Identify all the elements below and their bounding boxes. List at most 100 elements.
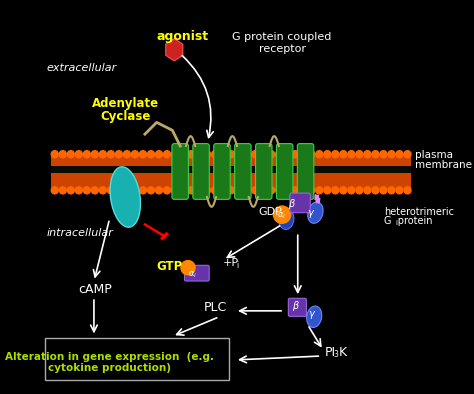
Circle shape	[364, 187, 371, 194]
Text: i: i	[395, 220, 397, 226]
Circle shape	[172, 187, 179, 194]
Circle shape	[180, 151, 187, 158]
Circle shape	[83, 151, 91, 158]
Circle shape	[316, 151, 323, 158]
Circle shape	[284, 151, 291, 158]
Polygon shape	[166, 39, 183, 61]
Circle shape	[404, 187, 411, 194]
Circle shape	[203, 187, 210, 194]
Text: PI: PI	[325, 346, 337, 359]
Circle shape	[211, 151, 219, 158]
Circle shape	[164, 151, 171, 158]
Circle shape	[195, 151, 202, 158]
Circle shape	[332, 187, 339, 194]
Circle shape	[273, 206, 291, 223]
Circle shape	[228, 151, 235, 158]
Circle shape	[188, 151, 194, 158]
FancyBboxPatch shape	[290, 193, 310, 213]
Text: intracellular: intracellular	[47, 228, 114, 238]
Ellipse shape	[278, 208, 294, 229]
Circle shape	[172, 151, 179, 158]
Ellipse shape	[110, 167, 140, 227]
Text: $\alpha_i$: $\alpha_i$	[277, 210, 286, 221]
Circle shape	[203, 151, 210, 158]
Circle shape	[252, 151, 259, 158]
Text: K: K	[339, 346, 347, 359]
Circle shape	[75, 187, 82, 194]
FancyBboxPatch shape	[297, 143, 314, 199]
Text: $\beta$: $\beta$	[292, 299, 300, 313]
Bar	[51, 153, 411, 169]
Circle shape	[316, 187, 323, 194]
Circle shape	[340, 187, 347, 194]
Text: Cyclase: Cyclase	[100, 110, 150, 123]
Text: +P: +P	[223, 258, 239, 268]
Circle shape	[340, 151, 347, 158]
FancyBboxPatch shape	[255, 143, 272, 199]
Circle shape	[332, 151, 339, 158]
Circle shape	[388, 187, 395, 194]
Text: $\beta$: $\beta$	[288, 197, 296, 211]
Text: GDP: GDP	[258, 207, 283, 217]
Circle shape	[181, 260, 195, 275]
FancyBboxPatch shape	[193, 143, 210, 199]
Circle shape	[356, 187, 363, 194]
Circle shape	[147, 151, 155, 158]
Text: agonist: agonist	[156, 30, 209, 43]
Circle shape	[292, 151, 299, 158]
Circle shape	[67, 151, 74, 158]
Circle shape	[276, 151, 283, 158]
Text: G protein coupled: G protein coupled	[232, 32, 332, 42]
Circle shape	[100, 187, 106, 194]
Circle shape	[228, 187, 235, 194]
Circle shape	[324, 187, 331, 194]
Circle shape	[155, 187, 163, 194]
Circle shape	[131, 187, 138, 194]
Circle shape	[188, 187, 194, 194]
Circle shape	[139, 151, 146, 158]
Circle shape	[236, 187, 243, 194]
Circle shape	[364, 151, 371, 158]
Circle shape	[372, 151, 379, 158]
Text: 3: 3	[334, 350, 339, 359]
FancyBboxPatch shape	[288, 298, 306, 316]
Circle shape	[244, 187, 251, 194]
Circle shape	[268, 151, 275, 158]
Circle shape	[83, 187, 91, 194]
Circle shape	[131, 151, 138, 158]
Circle shape	[75, 151, 82, 158]
Circle shape	[300, 187, 307, 194]
Text: receptor: receptor	[258, 44, 306, 54]
Circle shape	[388, 151, 395, 158]
Circle shape	[59, 187, 66, 194]
Text: heterotrimeric: heterotrimeric	[384, 207, 454, 217]
Circle shape	[348, 187, 355, 194]
Circle shape	[180, 187, 187, 194]
Circle shape	[115, 187, 122, 194]
Circle shape	[195, 187, 202, 194]
Circle shape	[404, 151, 411, 158]
Circle shape	[211, 187, 219, 194]
Text: plasma: plasma	[415, 150, 453, 160]
Circle shape	[324, 151, 331, 158]
Circle shape	[396, 151, 403, 158]
Circle shape	[284, 187, 291, 194]
Circle shape	[396, 187, 403, 194]
FancyBboxPatch shape	[172, 143, 188, 199]
Circle shape	[107, 187, 114, 194]
Text: Adenylate: Adenylate	[92, 97, 159, 110]
Text: i: i	[236, 262, 238, 270]
Circle shape	[51, 187, 58, 194]
Bar	[51, 173, 411, 190]
Circle shape	[164, 187, 171, 194]
Circle shape	[155, 151, 163, 158]
Circle shape	[292, 187, 299, 194]
Circle shape	[115, 151, 122, 158]
Circle shape	[91, 151, 99, 158]
Text: cAMP: cAMP	[78, 283, 112, 296]
Circle shape	[260, 187, 267, 194]
Bar	[51, 166, 411, 173]
Text: Alteration in gene expression  (e.g.: Alteration in gene expression (e.g.	[5, 352, 214, 362]
Circle shape	[252, 187, 259, 194]
Text: $\alpha_i$: $\alpha_i$	[188, 269, 197, 280]
